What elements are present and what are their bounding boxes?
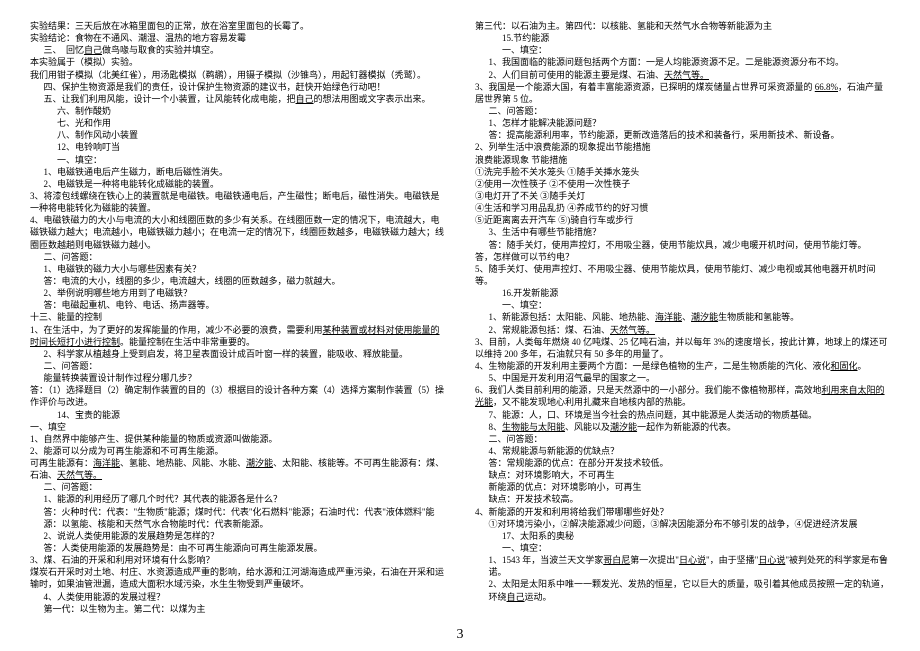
text-line: 1、在生活中，为了更好的发挥能量的作用，减少不必要的浪费，需要利用某种装置或材料…	[30, 324, 445, 348]
text-line: 6、我们人类目前利用的能源，只是天然源中的一小部分。我们能不像植物那样，高效地利…	[475, 384, 890, 408]
text-line: 2、电磁铁是一种将电能转化成磁能的装置。	[30, 178, 445, 190]
right-column: 第三代：以石油为主。第四代：以核能、氢能和天然气水合物等新能源为主15.节约能源…	[475, 20, 890, 615]
text-line: 1、1543 年，当波兰天文学家哥白尼第一次提出"日心说"，由于坚播"日心说"被…	[475, 554, 890, 578]
text-line: 一、填空：	[475, 44, 890, 56]
text-line: 二、问答题：	[30, 360, 445, 372]
text-line: 答：电磁起重机、电钤、电话、扬声器等。	[30, 299, 445, 311]
text-line: 3、生活中有哪些节能措施？	[475, 226, 890, 238]
text-line: 3、我国是一个能源大国，有着丰富能源资源，已探明的煤炭储量占世界可采资源量的 6…	[475, 81, 890, 105]
text-line: 5、随手关灯、使用声控灯、不用吸尘器、使用节能炊具，使用节能灯、减少电视或其他电…	[475, 263, 890, 287]
text-line: 一、填空：	[475, 542, 890, 554]
text-line: 1、电磁铁通电后产生磁力，断电后磁性消失。	[30, 166, 445, 178]
text-line: 缺点：开发技术较高。	[475, 493, 890, 505]
text-line: 4、新能源的开发和利用将给我们带哪哪些好处？	[475, 506, 890, 518]
text-line: 二、问答题：	[475, 433, 890, 445]
text-line: 四、保护生物资源是我们的责任，设计保护生物资源的建议书，赶快开始绿色行动吧！	[30, 81, 445, 93]
text-line: 三、 回忆自己做鸟喙与取食的实验并填空。	[30, 44, 445, 56]
text-line: 7、能源：人，口、环境是当今社会的热点问题，其中能源是人类活动的物质基础。	[475, 409, 890, 421]
text-line: 4、人类使用能源的发展过程？	[30, 591, 445, 603]
text-line: 5、中国是开发利用沼气最早的国家之一。	[475, 372, 890, 384]
text-line: ⑤近距离离去开汽车 ⑤)骑自行车或步行	[475, 214, 890, 226]
text-line: 3、将漆包线螺绕在铁心上的装置就是电磁铁。电磁铁通电后，产生磁性；断电后，磁性消…	[30, 190, 445, 214]
text-line: 一、填空：	[30, 154, 445, 166]
text-line: 答：（1）选择题目（2）确定制作装置的目的（3）根据目的设计各种方案（4）选择方…	[30, 384, 445, 408]
text-line: 二、问答题：	[30, 481, 445, 493]
text-line: 答，怎样做可以节约电？	[475, 251, 890, 263]
text-line: 实验结论：食物在不通风、潮湿、温热的地方容易发霉	[30, 32, 445, 44]
text-line: 七、光和作用	[30, 117, 445, 129]
text-line: 2、人们目前可使用的能源主要是煤、石油、天然气等。	[475, 69, 890, 81]
text-line: 答：常规能源的优点：在部分开发技术较低。	[475, 457, 890, 469]
text-line: 2、说说人类使用能源的发展趋势是怎样的？	[30, 530, 445, 542]
text-line: 五、让我们利用风能，设计一个小装置，让风能转化成电能，把自己的想法用图或文字表示…	[30, 93, 445, 105]
text-line: 16.开发新能源	[475, 287, 890, 299]
text-line: 12、电铃响叮当	[30, 141, 445, 153]
text-line: 2、列举生活中浪费能源的现象提出节能措施	[475, 141, 890, 153]
page-number: 3	[0, 627, 920, 643]
text-line: 八、制作风动小装置	[30, 129, 445, 141]
text-line: 1、新能源包括：太阳能、风能、地热能、海洋能、潮汐能生物质能和氢能等。	[475, 311, 890, 323]
text-line: 8、生物能与太阳能、风能以及潮汐能一起作为新能源的代表。	[475, 421, 890, 433]
text-line: 一、填空	[30, 421, 445, 433]
text-line: 2、举例说明哪些地方用到了电磁铁？	[30, 287, 445, 299]
text-line: ①对环境污染小，②解决能源减少问题，③解决因能源分布不够引发的战争，④促进经济发…	[475, 518, 890, 530]
text-line: 第一代：以生物为主。第二代：以煤为主	[30, 603, 445, 615]
text-line: 2、科学家从植越身上受到启发，将卫星表面设计成百叶窗一样的装置，能吸收、释放能量…	[30, 348, 445, 360]
text-line: 4、常规能源与新能源的优缺点？	[475, 445, 890, 457]
text-line: ②使用一次性筷子 ②不使用一次性筷子	[475, 178, 890, 190]
text-line: 可再生能源有：海洋能、氢能、地热能、风能、水能、潮汐能、太阳能、核能等。不可再生…	[30, 457, 445, 481]
text-line: 实验结果：三天后放在冰箱里面包的正常，放在浴室里面包的长霉了。	[30, 20, 445, 32]
text-line: 二、问答题：	[475, 105, 890, 117]
text-line: 1、自然界中能够产生、提供某种能量的物质或资源叫做能源。	[30, 433, 445, 445]
text-line: 3、煤、石油的开采和利用对环境有什么影响？	[30, 554, 445, 566]
text-line: 1、能源的利用经历了哪几个时代？其代表的能源各是什么？	[30, 493, 445, 505]
text-line: 答：人类使用能源的发展趋势是：由不可再生能源向可再生能源发展。	[30, 542, 445, 554]
text-line: 4、电磁铁磁力的大小与电流的大小和线圈匝数的多少有关系。在线圈匝数一定的情况下，…	[30, 214, 445, 250]
text-line: 煤炭石开采时对土地、村庄、水资源造成严重的影响，给水源和江河湖海造成严重污染，石…	[30, 566, 445, 590]
text-line: ④生活和学习用品乱扔 ④养成节约的好习惯	[475, 202, 890, 214]
text-line: 二、问答题：	[30, 251, 445, 263]
text-line: 15.节约能源	[475, 32, 890, 44]
text-line: 答：随手关灯，使用声控灯，不用吸尘器，使用节能炊具，减少电暖开机时间，使用节能灯…	[475, 239, 890, 251]
text-line: 1、怎样才能解决能源问题？	[475, 117, 890, 129]
text-line: 十三、能量的控制	[30, 311, 445, 323]
text-line: ③电灯开了不关 ③随手关灯	[475, 190, 890, 202]
text-line: 答：电流的大小，线圈的多少，电流越大，线圈的匝数越多，磁力就越大。	[30, 275, 445, 287]
text-line: 3、目前，人类每年燃烧 40 亿吨煤、25 亿吨石油，并以每年 3%的速度增长，…	[475, 336, 890, 360]
text-line: 答：提高能源利用率，节约能源，更新改造落后的技术和装备行，采用新技术、新设备。	[475, 129, 890, 141]
text-line: 1、我国面临的能源问题包括两个方面：一是人均能源资源不足。二是能源资源分布不均。	[475, 56, 890, 68]
text-line: 第三代：以石油为主。第四代：以核能、氢能和天然气水合物等新能源为主	[475, 20, 890, 32]
left-column: 实验结果：三天后放在冰箱里面包的正常，放在浴室里面包的长霉了。实验结论：食物在不…	[30, 20, 445, 615]
text-line: 17、太阳系的奥秘	[475, 530, 890, 542]
text-line: 我们用钳子模拟（北美红雀），用汤匙模拟（鹈鹕），用镊子模拟（沙锥鸟），用起钉器模…	[30, 69, 445, 81]
text-line: 新能源的优点：对环境影响小，可再生	[475, 481, 890, 493]
text-line: 答：火种时代：代表："生物质"能源；煤时代：代表"化石燃料"能源；石油时代：代表…	[30, 506, 445, 530]
text-line: 4、生物能源的开发利用主要两个方面：一是绿色植物的生产，二是生物质能的汽化、液化…	[475, 360, 890, 372]
text-line: 浪费能源现象 节能措施	[475, 154, 890, 166]
text-line: 2、常规能源包括：煤、石油、天然气等。	[475, 324, 890, 336]
text-line: 2、太阳是太阳系中唯一一颗发光、发热的恒星，它以巨大的质量，吸引着其他成员按照一…	[475, 578, 890, 602]
text-line: 一、填空：	[475, 299, 890, 311]
text-line: ①洗完手脸不关水笼头 ①随手关挿水笼头	[475, 166, 890, 178]
text-line: 2、能源可以分成为可再生能源和不可再生能源。	[30, 445, 445, 457]
text-line: 本实验属于（模拟）实验。	[30, 56, 445, 68]
text-line: 14、宝贵的能源	[30, 409, 445, 421]
text-line: 缺点：对环境影响大，不可再生	[475, 469, 890, 481]
text-line: 六、制作酸奶	[30, 105, 445, 117]
text-line: 1、电磁铁的磁力大小与哪些因素有关？	[30, 263, 445, 275]
text-line: 能量转换装置设计制作过程分哪几步？	[30, 372, 445, 384]
